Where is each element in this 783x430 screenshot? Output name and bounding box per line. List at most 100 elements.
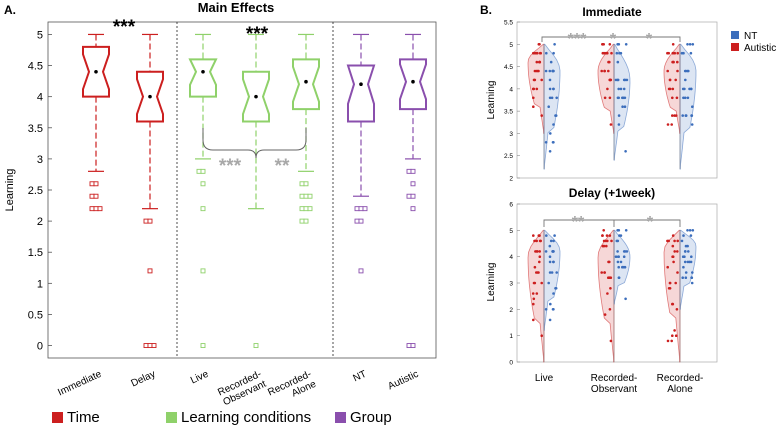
delay-bracket-right (614, 219, 681, 227)
y-tick-label: 5 (509, 228, 513, 235)
data-point-nt (683, 96, 687, 100)
immediate-sig-3: * (646, 31, 653, 48)
outlier (147, 343, 153, 349)
data-point-autistic (608, 96, 612, 100)
y-tick-label: 4.5 (28, 61, 43, 73)
immediate-sig-2: * (610, 31, 617, 48)
data-point-nt (616, 260, 620, 264)
significance-time: *** (113, 17, 136, 38)
outlier (89, 181, 95, 187)
data-point-nt (614, 78, 618, 82)
data-point-autistic (671, 334, 674, 338)
y-tick-label: 5.5 (504, 20, 513, 27)
data-point-nt (683, 69, 687, 73)
data-point-nt (549, 60, 553, 64)
data-point-autistic (609, 276, 613, 280)
outlier (303, 218, 309, 224)
data-point-nt (691, 43, 695, 46)
data-point-nt (616, 250, 619, 253)
x-tick-label: NT (352, 369, 369, 385)
y-tick-label: 2 (37, 216, 43, 228)
outlier (147, 218, 153, 224)
data-point-autistic (610, 239, 613, 243)
data-point-autistic (672, 260, 675, 264)
data-point-nt (690, 87, 693, 91)
mean-dot (94, 69, 98, 74)
outlier (406, 343, 412, 349)
data-point-autistic (609, 287, 612, 290)
data-point-autistic (676, 60, 679, 64)
data-point-nt (548, 69, 552, 73)
data-point-autistic (608, 260, 611, 264)
y-tick-label: 3.5 (28, 123, 43, 135)
data-point-autistic (603, 69, 606, 73)
x-tick-label: Live (535, 373, 554, 384)
data-point-nt (544, 308, 548, 311)
outlier (358, 206, 364, 212)
data-point-nt (686, 260, 690, 264)
outlier (200, 181, 206, 187)
y-tick-label: 0 (509, 360, 513, 367)
outlier (410, 168, 416, 174)
data-point-autistic (671, 43, 675, 46)
data-point-autistic (603, 96, 607, 100)
data-point-autistic (666, 69, 669, 73)
outlier (151, 343, 157, 349)
box-plots (82, 33, 427, 349)
mean-dot (304, 79, 308, 84)
data-point-nt (548, 96, 552, 100)
data-point-nt (619, 234, 623, 237)
immediate-bracket (541, 36, 681, 42)
data-point-autistic (540, 114, 543, 117)
data-point-autistic (671, 244, 675, 248)
legend-label-autistic: Autistic (744, 43, 776, 54)
data-point-nt (688, 87, 691, 91)
data-point-autistic (602, 239, 606, 243)
data-point-autistic (532, 302, 535, 306)
outlier (299, 206, 305, 212)
data-point-nt (554, 114, 558, 117)
outlier (354, 206, 360, 212)
data-point-nt (689, 51, 693, 55)
data-point-nt (549, 302, 552, 306)
panel-b-letter: B. (480, 3, 492, 17)
violin-recorded-alone (663, 43, 697, 170)
data-point-nt (682, 265, 685, 269)
data-point-nt (690, 255, 693, 258)
data-point-autistic (667, 239, 670, 243)
outlier (410, 181, 416, 187)
x-tick-label: Autistic (386, 369, 420, 393)
x-tick-label: Live (189, 369, 211, 387)
delay-y-axis: 0 1 2 3 4 5 6 (509, 202, 520, 367)
data-point-autistic (601, 234, 604, 237)
data-point-nt (552, 239, 555, 243)
data-point-autistic (535, 239, 538, 243)
y-tick-label: 0.5 (28, 309, 43, 321)
half-violin-autistic (597, 229, 615, 363)
data-point-autistic (538, 260, 541, 264)
data-point-autistic (609, 123, 613, 126)
y-tick-label: 3 (509, 131, 513, 138)
data-point-nt (681, 114, 684, 117)
data-point-nt (684, 276, 688, 280)
data-point-nt (548, 271, 552, 274)
data-point-autistic (535, 69, 538, 73)
data-point-nt (686, 43, 689, 46)
panel-a-legend: Time Learning conditions Group (52, 409, 392, 426)
data-point-autistic (533, 51, 536, 55)
data-point-autistic (535, 87, 539, 91)
data-point-autistic (671, 114, 674, 117)
outlier (93, 181, 99, 187)
data-point-autistic (608, 43, 612, 46)
data-point-autistic (673, 329, 676, 332)
data-point-nt (690, 276, 694, 280)
data-point-nt (616, 229, 619, 232)
half-violin-nt (543, 43, 561, 170)
data-point-autistic (674, 334, 678, 338)
data-point-nt (622, 255, 626, 258)
data-point-nt (690, 114, 694, 117)
y-tick-label: 4.5 (504, 64, 513, 71)
data-point-nt (621, 105, 624, 108)
box-autistic (399, 33, 427, 349)
mean-dot (411, 79, 415, 84)
